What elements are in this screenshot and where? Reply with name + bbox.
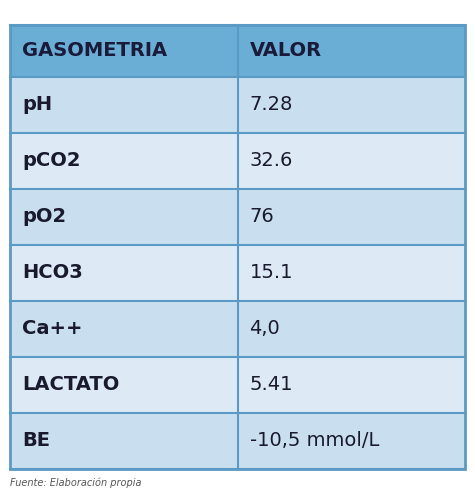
Text: 4,0: 4,0 [249,320,280,339]
Text: 7.28: 7.28 [249,95,293,114]
Bar [10,25,237,77]
Text: HCO3: HCO3 [22,264,83,283]
Text: Fuente: Elaboración propia: Fuente: Elaboración propia [10,477,142,487]
Bar [10,301,237,357]
Bar [10,25,465,469]
Bar [238,25,465,77]
Bar [10,133,237,189]
Bar [238,301,465,357]
Text: LACTATO: LACTATO [22,375,119,395]
Bar [10,413,237,469]
Bar [238,77,465,133]
Text: 32.6: 32.6 [249,152,293,170]
Bar [10,77,237,133]
Text: 5.41: 5.41 [249,375,293,395]
Bar [238,245,465,301]
Text: 15.1: 15.1 [249,264,293,283]
Text: 76: 76 [249,208,274,226]
Text: pH: pH [22,95,52,114]
Text: BE: BE [22,431,50,451]
Bar [238,413,465,469]
Text: VALOR: VALOR [249,41,322,60]
Text: pO2: pO2 [22,208,66,226]
Text: pCO2: pCO2 [22,152,80,170]
Text: GASOMETRIA: GASOMETRIA [22,41,167,60]
Bar [10,357,237,413]
Bar [10,245,237,301]
Bar [238,189,465,245]
Bar [238,133,465,189]
Text: -10,5 mmol/L: -10,5 mmol/L [249,431,379,451]
Bar [238,357,465,413]
Bar [10,189,237,245]
Text: Ca++: Ca++ [22,320,83,339]
